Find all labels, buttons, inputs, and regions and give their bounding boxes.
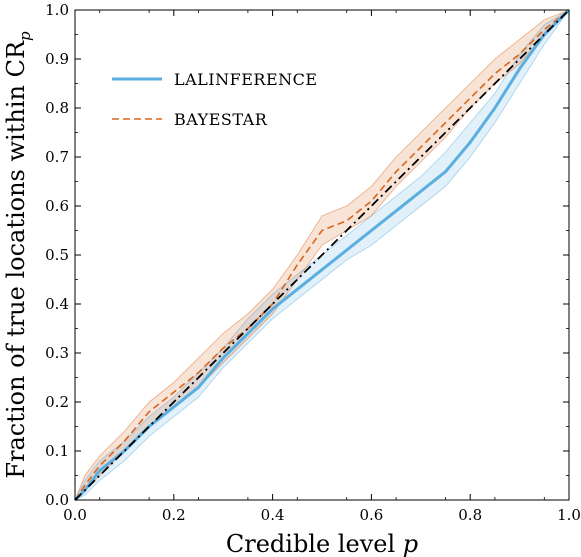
x-tick-label: 0.2 [162,506,186,524]
legend-label-lalinference: LALINFERENCE [174,70,318,89]
y-tick-label: 0.5 [45,246,69,264]
y-tick-label: 0.4 [45,295,69,313]
x-axis-label: Credible level p [226,530,418,557]
y-tick-label: 0.6 [45,197,69,215]
x-tick-label: 0.0 [63,506,87,524]
x-axis-ticks: 0.0 0.2 0.4 0.6 0.8 1.0 [63,10,581,524]
x-tick-label: 0.8 [458,506,482,524]
y-tick-label: 0.3 [45,344,69,362]
x-axis-label-var: p [403,530,418,557]
y-tick-label: 1.0 [45,1,69,19]
y-tick-label: 0.7 [45,148,69,166]
y-tick-label: 0.9 [45,50,69,68]
y-axis-label: Fraction of true locations within CRp [2,31,34,479]
series-line-dashed [74,9,570,501]
y-tick-label: 0.8 [45,99,69,117]
y-tick-label: 0.0 [45,491,69,509]
legend: LALINFERENCE BAYESTAR [112,70,318,129]
y-axis-ticks: 0.0 0.1 0.2 0.3 0.4 0.5 0.6 0.7 0.8 0.9 1.0 [45,1,569,509]
series-lines [73,8,571,502]
legend-label-bayestar: BAYESTAR [174,110,268,129]
y-tick-label: 0.1 [45,442,69,460]
x-tick-label: 0.6 [359,506,383,524]
x-tick-label: 1.0 [557,506,581,524]
series-line-dashdot [74,9,570,501]
x-tick-label: 0.4 [261,506,285,524]
series-line-solid [73,8,571,502]
y-tick-label: 0.2 [45,393,69,411]
